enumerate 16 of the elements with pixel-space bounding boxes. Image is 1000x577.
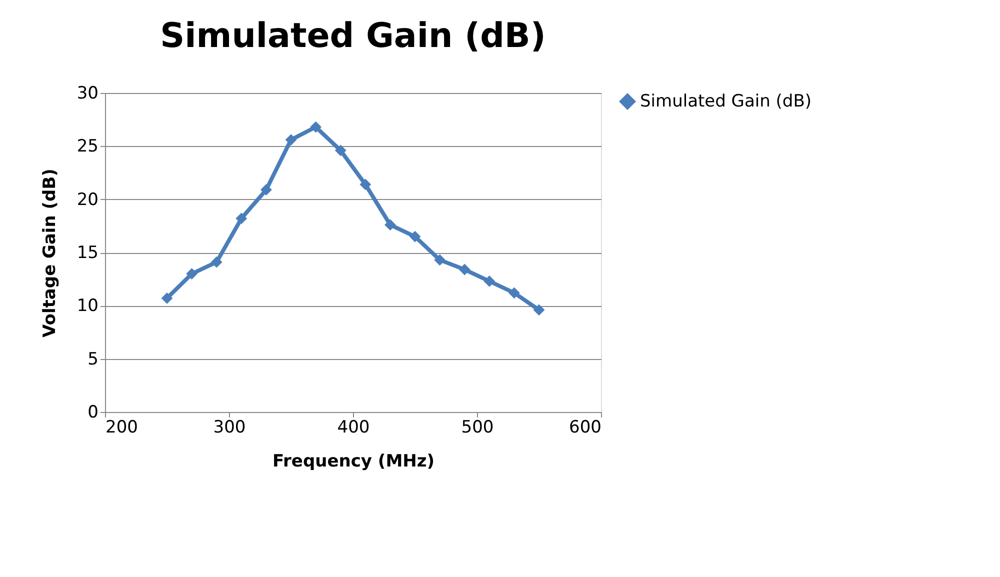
- y-tick-label: 25: [76, 136, 98, 157]
- x-tick-label: 500: [461, 418, 494, 438]
- x-axis-title: Frequency (MHz): [272, 452, 434, 472]
- y-tick-label: 10: [76, 296, 98, 316]
- x-tick-label: 300: [213, 418, 246, 438]
- chart-title: Simulated Gain (dB): [160, 16, 546, 56]
- y-tick-label: 0: [88, 402, 98, 422]
- y-tick-label: 30: [76, 84, 98, 104]
- x-tick-label: 600: [569, 418, 602, 438]
- y-axis-title: Voltage Gain (dB): [40, 168, 60, 338]
- x-tick-label: 200: [106, 418, 138, 438]
- legend-label: Simulated Gain (dB): [640, 92, 812, 112]
- y-tick-label: 5: [88, 349, 98, 370]
- y-tick-label: 20: [76, 190, 98, 210]
- y-tick-label: 15: [76, 243, 98, 263]
- x-tick-label: 400: [337, 418, 370, 438]
